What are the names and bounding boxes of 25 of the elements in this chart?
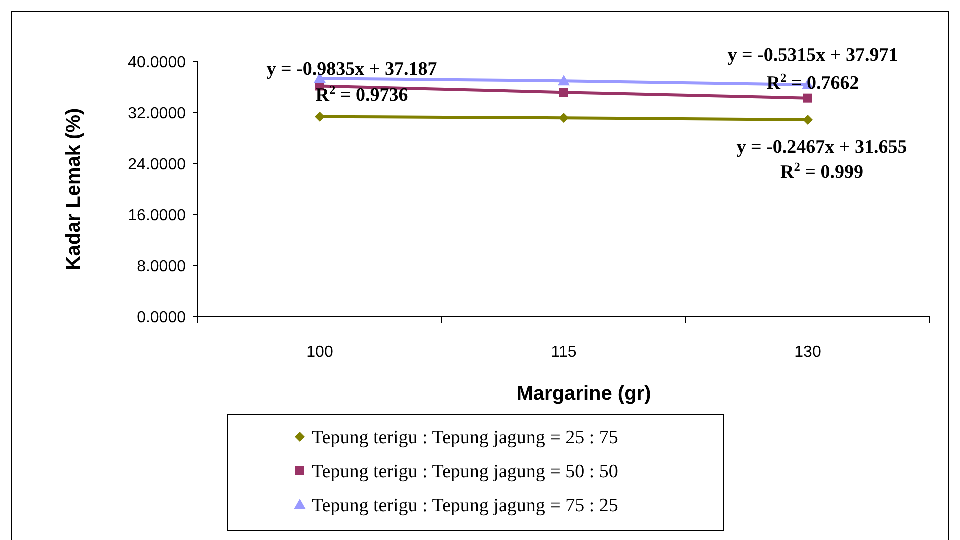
- y-tick-label: 16.0000: [128, 208, 186, 225]
- legend-label: Tepung terigu : Tepung jagung = 75 : 25: [312, 496, 618, 517]
- y-tick-label: 32.0000: [128, 106, 186, 123]
- point: [315, 112, 325, 122]
- point: [559, 113, 569, 124]
- y-tick-label: 8.0000: [137, 258, 186, 276]
- x-tick-label: 100: [306, 344, 334, 361]
- point: [560, 88, 568, 98]
- x-tick-label: 130: [794, 344, 822, 361]
- annotation: R$^{2}$ = 0.999: [780, 160, 864, 183]
- x-axis-title: Margarine (gr): [516, 383, 652, 405]
- annotation: y = -0.5315x + 37.971: [728, 45, 898, 66]
- y-tick-label: 0.0000: [137, 310, 186, 327]
- y-tick-label: 40.0000: [128, 54, 186, 72]
- point: [804, 94, 812, 103]
- y-tick-label: 24.0000: [128, 156, 186, 174]
- annotation: y = -0.9835x + 37.187: [266, 59, 438, 80]
- legend-label: Tepung terigu : Tepung jagung = 25 : 75: [312, 428, 618, 449]
- annotation: y = -0.2467x + 31.655: [736, 137, 908, 158]
- x-tick-label: 115: [551, 344, 577, 361]
- y-axis-title: Kadar Lemak (%): [63, 108, 85, 271]
- annotation: R$^{2}$ = 0.7662: [766, 71, 860, 94]
- point: [558, 75, 570, 86]
- legend-label: Tepung terigu : Tepung jagung = 50 : 50: [312, 462, 618, 483]
- point: [803, 115, 813, 126]
